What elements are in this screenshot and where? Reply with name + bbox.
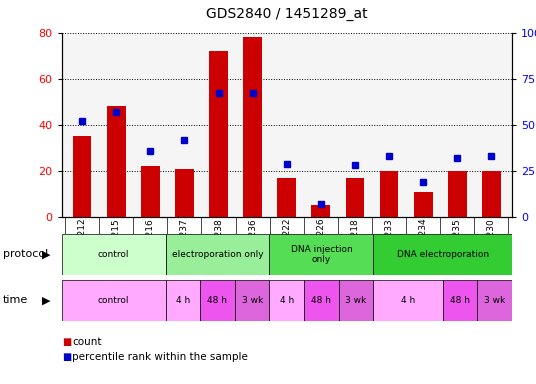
Bar (482, 171, 501, 217)
Text: GSM154226: GSM154226 (316, 218, 325, 273)
Bar (311, 205, 330, 217)
Bar (235, 280, 270, 321)
Text: 4 h: 4 h (280, 296, 294, 305)
Text: GSM154215: GSM154215 (111, 218, 121, 273)
Text: GSM154233: GSM154233 (385, 218, 393, 273)
Text: 48 h: 48 h (311, 296, 331, 305)
Text: 4 h: 4 h (176, 296, 190, 305)
Text: GSM154216: GSM154216 (146, 218, 155, 273)
Bar (243, 37, 262, 217)
Text: GSM154234: GSM154234 (419, 218, 428, 273)
Bar (73, 136, 92, 217)
Text: 4 h: 4 h (401, 296, 415, 305)
Bar (443, 280, 477, 321)
Text: count: count (72, 337, 102, 347)
Text: 3 wk: 3 wk (242, 296, 263, 305)
Text: ▶: ▶ (42, 249, 51, 260)
Text: ■: ■ (62, 352, 71, 362)
Bar (175, 169, 194, 217)
Bar (477, 280, 512, 321)
Text: 48 h: 48 h (207, 296, 227, 305)
Text: DNA injection
only: DNA injection only (291, 245, 352, 264)
Text: GSM154236: GSM154236 (248, 218, 257, 273)
Text: GSM154222: GSM154222 (282, 218, 291, 272)
Text: protocol: protocol (3, 249, 48, 260)
Bar (141, 166, 160, 217)
Bar (339, 280, 374, 321)
Bar (346, 178, 364, 217)
Bar (62, 234, 166, 275)
Text: 3 wk: 3 wk (345, 296, 367, 305)
Bar (166, 234, 270, 275)
Bar (107, 106, 125, 217)
Bar (374, 280, 443, 321)
Bar (209, 51, 228, 217)
Bar (374, 234, 512, 275)
Bar (304, 280, 339, 321)
Text: 3 wk: 3 wk (484, 296, 505, 305)
Text: GSM154235: GSM154235 (453, 218, 462, 273)
Text: time: time (3, 295, 28, 306)
Text: GSM154230: GSM154230 (487, 218, 496, 273)
Bar (278, 178, 296, 217)
Text: GSM154238: GSM154238 (214, 218, 223, 273)
Text: DNA electroporation: DNA electroporation (397, 250, 489, 259)
Bar (270, 280, 304, 321)
Text: GDS2840 / 1451289_at: GDS2840 / 1451289_at (206, 7, 368, 21)
Bar (414, 192, 433, 217)
Text: GSM154237: GSM154237 (180, 218, 189, 273)
Text: control: control (98, 250, 129, 259)
Bar (200, 280, 235, 321)
Bar (270, 234, 374, 275)
Bar (379, 171, 398, 217)
Text: electroporation only: electroporation only (172, 250, 263, 259)
Text: ▶: ▶ (42, 295, 51, 306)
Text: percentile rank within the sample: percentile rank within the sample (72, 352, 248, 362)
Text: 48 h: 48 h (450, 296, 470, 305)
Text: ■: ■ (62, 337, 71, 347)
Text: GSM154212: GSM154212 (78, 218, 87, 273)
Bar (62, 280, 166, 321)
Bar (166, 280, 200, 321)
Text: GSM154218: GSM154218 (351, 218, 360, 273)
Text: control: control (98, 296, 129, 305)
Bar (448, 171, 467, 217)
